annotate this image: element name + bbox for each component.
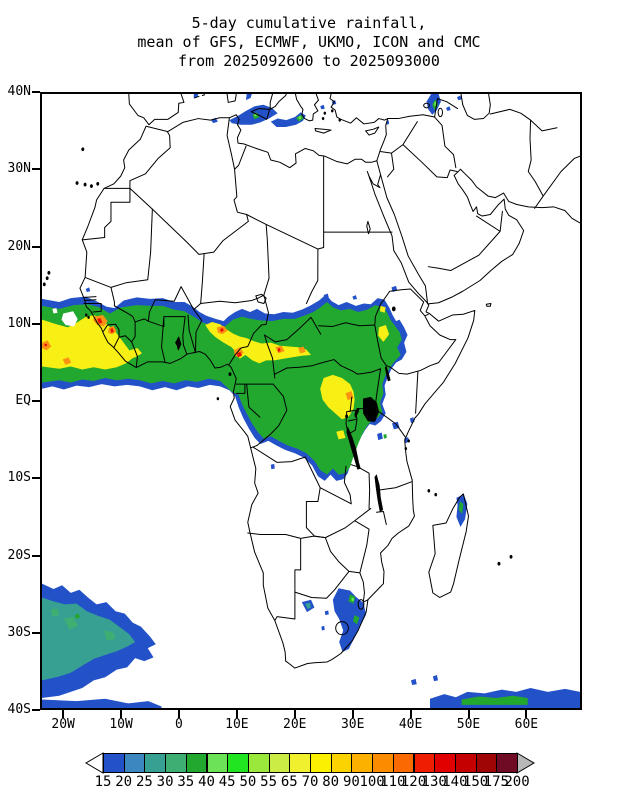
lon-tick-50E — [467, 710, 470, 718]
colorbar-cell-100 — [372, 753, 394, 773]
lat-label-40N: 40N — [7, 84, 31, 99]
colorbar-cell-120 — [413, 753, 436, 773]
colorbar-label-200: 200 — [504, 774, 530, 790]
lon-tick-10E — [235, 710, 238, 718]
lat-tick-20N — [32, 245, 40, 248]
lon-tick-30E — [351, 710, 354, 718]
lat-tick-40S — [32, 709, 40, 711]
colorbar-label-90: 90 — [342, 774, 360, 790]
lon-label-20W: 20W — [51, 717, 75, 732]
chart-title-line2: mean of GFS, ECMWF, UKMO, ICON and CMC — [137, 33, 481, 51]
colorbar-label-55: 55 — [260, 774, 278, 790]
colorbar-label-40: 40 — [198, 774, 215, 790]
lon-label-30E: 30E — [340, 717, 365, 732]
map-plot-frame — [40, 92, 582, 710]
lon-label-50E: 50E — [456, 717, 481, 732]
lat-label-10S: 10S — [7, 470, 31, 486]
colorbar-cell-35 — [185, 753, 208, 773]
colorbar-label-150: 150 — [462, 774, 489, 790]
lon-tick-20E — [293, 710, 296, 718]
lat-label-20S: 20S — [7, 547, 31, 563]
colorbar-cell-110 — [392, 753, 415, 773]
colorbar-cell-70 — [310, 753, 332, 773]
colorbar-label-50: 50 — [239, 774, 257, 790]
colorbar-cell-25 — [144, 753, 167, 773]
lat-label-10N: 10N — [7, 315, 31, 331]
lon-label-60E: 60E — [514, 717, 539, 732]
lat-tick-40N — [32, 91, 40, 93]
colorbar-cell-65 — [289, 753, 311, 773]
colorbar-cell-55 — [268, 753, 291, 773]
colorbar-cell-50 — [247, 753, 270, 773]
lon-label-20E: 20E — [283, 717, 307, 732]
colorbar-label-65: 65 — [280, 774, 298, 790]
rainfall-shading — [42, 94, 580, 708]
lat-tick-30S — [32, 631, 40, 634]
lat-label-40S: 40S — [7, 702, 31, 717]
lon-tick-60E — [525, 710, 528, 718]
colorbar-label-120: 120 — [400, 774, 427, 790]
lat-label-20N: 20N — [7, 238, 31, 254]
colorbar-label-20: 20 — [115, 774, 133, 790]
colorbar-label-25: 25 — [135, 774, 153, 790]
lakes-and-islands — [43, 110, 512, 566]
africa-rainfall-map — [42, 94, 580, 708]
colorbar-cell-20 — [123, 753, 146, 773]
colorbar-label-140: 140 — [442, 774, 468, 790]
lat-label-30S: 30S — [7, 624, 31, 640]
colorbar-cell-15 — [103, 753, 125, 773]
lat-label-EQ: EQ — [15, 393, 31, 408]
colorbar-cell-30 — [165, 753, 187, 773]
colorbar-label-100: 100 — [359, 774, 385, 790]
lon-tick-40E — [409, 710, 412, 718]
lat-tick-20S — [32, 554, 40, 557]
colorbar-cell-175 — [496, 753, 518, 773]
lon-label-0: 0 — [175, 717, 183, 732]
colorbar-label-15: 15 — [94, 774, 112, 790]
lat-tick-10S — [32, 477, 40, 480]
lon-tick-10W — [120, 710, 123, 718]
colorbar-label-30: 30 — [156, 774, 174, 790]
chart-title-line1: 5-day cumulative rainfall, — [191, 14, 427, 32]
colorbar-label-130: 130 — [421, 774, 447, 790]
colorbar-cell-40 — [206, 753, 229, 773]
lat-tick-10N — [32, 322, 40, 325]
lat-label-30N: 30N — [7, 161, 31, 177]
colorbar-left-arrow — [85, 752, 104, 774]
lon-tick-0 — [177, 710, 180, 718]
colorbar-right-arrow — [516, 752, 535, 774]
colorbar-cell-45 — [227, 753, 249, 773]
colorbar-label-175: 175 — [483, 774, 509, 790]
colorbar-cell-90 — [351, 753, 374, 773]
colorbar-label-35: 35 — [177, 774, 195, 790]
lon-label-40E: 40E — [398, 717, 423, 732]
colorbar-cell-130 — [434, 753, 456, 773]
lon-label-10E: 10E — [225, 717, 249, 732]
colorbar-cell-140 — [454, 753, 477, 773]
lat-tick-EQ — [32, 400, 40, 402]
lat-tick-30N — [32, 168, 40, 171]
colorbar-cell-150 — [475, 753, 498, 773]
colorbar-cell-80 — [330, 753, 353, 773]
colorbar-label-45: 45 — [218, 774, 236, 790]
colorbar-label-110: 110 — [380, 774, 406, 790]
colorbar-label-70: 70 — [301, 774, 319, 790]
lon-tick-20W — [62, 710, 65, 718]
colorbar-label-80: 80 — [322, 774, 340, 790]
chart-title-line3: from 2025092600 to 2025093000 — [178, 52, 440, 70]
lon-label-10W: 10W — [109, 717, 133, 732]
